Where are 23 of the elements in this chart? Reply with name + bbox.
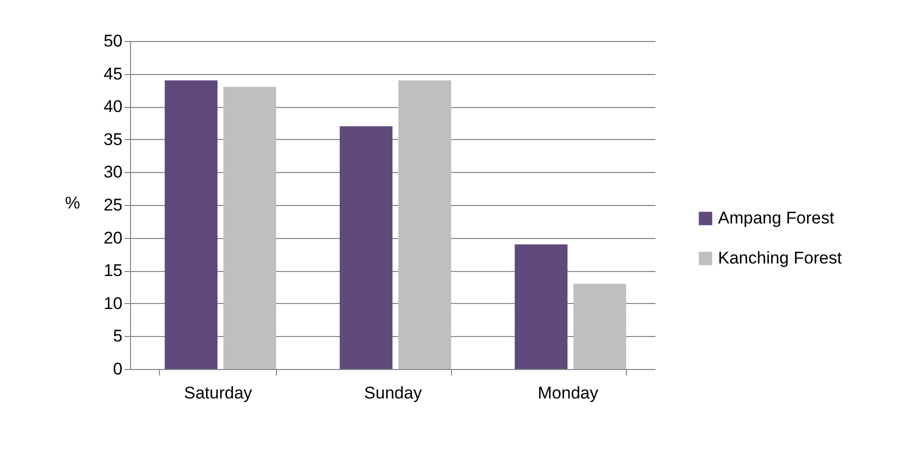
- y-tick-label: 40: [104, 97, 122, 116]
- bar: [340, 126, 392, 369]
- x-tick-label: Saturday: [184, 384, 253, 402]
- y-tick-label: 5: [113, 326, 122, 346]
- bar: [223, 86, 276, 369]
- y-tick-label: 20: [104, 228, 122, 248]
- x-tick-label: Sunday: [364, 384, 422, 402]
- y-tick-label: 50: [104, 32, 122, 50]
- y-tick-label: 15: [104, 261, 122, 280]
- bar: [164, 80, 218, 369]
- bar: [398, 80, 452, 369]
- y-axis-title: %: [64, 194, 80, 212]
- y-tick-label: 35: [104, 130, 122, 149]
- legend-label: Ampang Forest: [718, 208, 834, 228]
- bar: [514, 244, 568, 369]
- y-tick-label: 25: [104, 196, 122, 214]
- bar: [573, 284, 626, 369]
- y-tick-label: 30: [104, 162, 122, 182]
- y-tick-label: 0: [113, 360, 122, 378]
- y-tick-label: 10: [104, 294, 122, 313]
- y-tick-label: 45: [104, 64, 122, 84]
- x-tick-label: Monday: [538, 384, 599, 402]
- legend-label: Kanching Forest: [718, 248, 842, 268]
